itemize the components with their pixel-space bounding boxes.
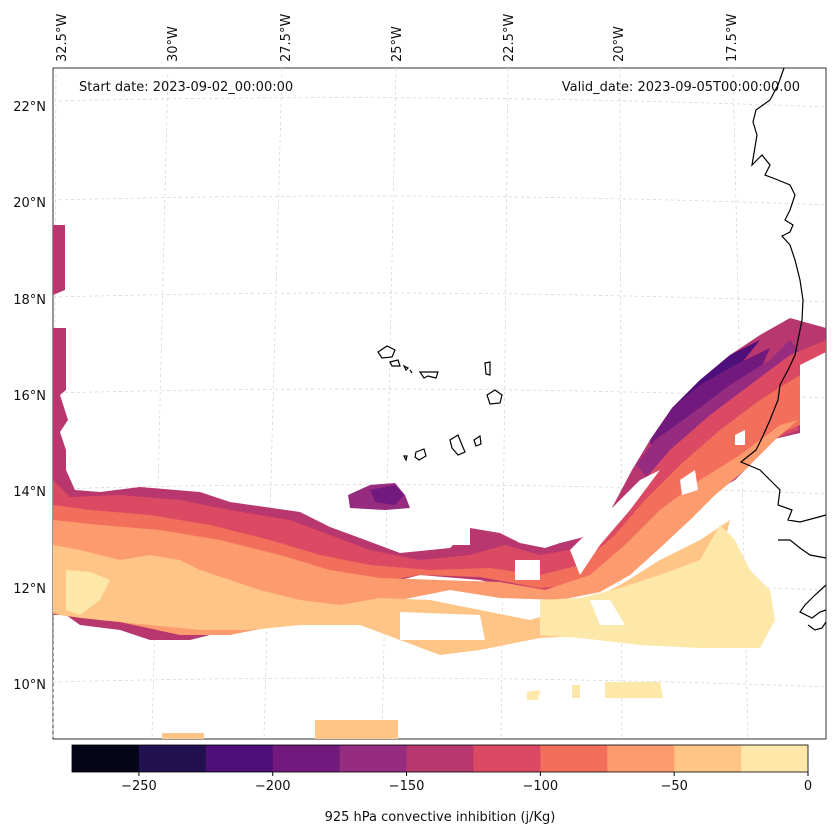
lat-label: 12°N bbox=[13, 582, 46, 597]
meridian-line bbox=[52, 67, 57, 740]
island-outline bbox=[418, 371, 439, 379]
lon-label: 22.5°W bbox=[502, 14, 517, 62]
island-outline bbox=[414, 448, 427, 461]
longitude-labels: 32.5°W 30°W 27.5°W 25°W 22.5°W 20°W 17.5… bbox=[55, 14, 740, 62]
lon-label: 32.5°W bbox=[55, 14, 70, 62]
data-gap bbox=[400, 612, 485, 640]
valid-date-label: Valid_date: 2023-09-05T00:00:00.00 bbox=[562, 80, 800, 95]
colorbar-segment bbox=[339, 745, 408, 772]
colorbar-segment bbox=[138, 745, 207, 772]
parallel-line bbox=[52, 195, 827, 206]
africa-coastline bbox=[778, 539, 827, 559]
lat-label: 18°N bbox=[13, 293, 46, 308]
africa-coastline bbox=[807, 621, 827, 631]
lon-label: 25°W bbox=[390, 26, 405, 62]
contour-fill-level-125 bbox=[53, 225, 65, 295]
colorbar-segment bbox=[72, 745, 140, 772]
colorbar-frame bbox=[71, 744, 809, 773]
lat-label: 22°N bbox=[13, 100, 46, 115]
island-outline bbox=[484, 361, 491, 376]
island-outline bbox=[409, 369, 413, 374]
data-gap bbox=[570, 470, 660, 575]
parallel-line bbox=[52, 677, 827, 688]
parallel-line bbox=[52, 97, 827, 108]
island-outline bbox=[403, 455, 408, 462]
cape-verde-islands bbox=[377, 345, 503, 462]
lon-label: 20°W bbox=[612, 26, 627, 62]
colorbar-tick-label: −100 bbox=[523, 779, 559, 794]
lon-label: 27.5°W bbox=[279, 14, 294, 62]
cin-filled-contours bbox=[53, 225, 826, 739]
colorbar-segment bbox=[540, 745, 608, 772]
contour-fill-level-50 bbox=[53, 420, 798, 635]
island-outline bbox=[486, 389, 503, 405]
colorbar-segment bbox=[674, 745, 742, 772]
africa-coastline bbox=[799, 584, 827, 619]
lat-label: 16°N bbox=[13, 389, 46, 404]
parallel-line bbox=[52, 292, 827, 303]
island-outline bbox=[449, 434, 466, 456]
colorbar-segment bbox=[741, 745, 809, 772]
contour-fill-level-0 bbox=[66, 570, 110, 615]
lon-label: 30°W bbox=[166, 26, 181, 62]
data-gap bbox=[680, 470, 698, 495]
contour-fill-level-25 bbox=[162, 733, 204, 739]
coastline bbox=[739, 67, 827, 631]
start-date-label: Start date: 2023-09-02_00:00:00 bbox=[79, 80, 293, 95]
lon-label: 17.5°W bbox=[725, 14, 740, 62]
contour-fill-level-0 bbox=[605, 682, 663, 698]
colorbar-segment bbox=[473, 745, 541, 772]
lat-label: 10°N bbox=[13, 678, 46, 693]
colorbar-segment bbox=[272, 745, 341, 772]
colorbar-tick-label: −50 bbox=[660, 779, 687, 794]
latitude-labels: 22°N 20°N 18°N 16°N 14°N 12°N 10°N bbox=[13, 100, 46, 693]
island-outline bbox=[402, 364, 410, 372]
colorbar-segment bbox=[406, 745, 474, 772]
lat-label: 20°N bbox=[13, 196, 46, 211]
colorbar-label: 925 hPa convective inhibition (j/Kg) bbox=[325, 810, 556, 825]
lat-label: 14°N bbox=[13, 485, 46, 500]
colorbar-segment bbox=[205, 745, 274, 772]
africa-coastline bbox=[739, 67, 827, 523]
data-gap bbox=[515, 560, 540, 580]
contour-fill-level-25 bbox=[315, 720, 398, 739]
island-outline bbox=[473, 434, 482, 447]
colorbar-tick-label: 0 bbox=[804, 779, 812, 794]
colorbar-segment bbox=[607, 745, 675, 772]
island-outline bbox=[377, 345, 396, 359]
colorbar: −250 −200 −150 −100 −50 0 bbox=[71, 744, 812, 794]
data-gap bbox=[590, 600, 625, 625]
colorbar-tick-label: −250 bbox=[121, 779, 157, 794]
colorbar-tick-label: −150 bbox=[389, 779, 425, 794]
data-gap bbox=[440, 520, 470, 545]
contour-fill-level-0 bbox=[527, 690, 540, 700]
data-gap bbox=[735, 430, 745, 445]
island-outline bbox=[389, 359, 401, 367]
contour-fill-level-200 bbox=[370, 485, 404, 505]
colorbar-tick-label: −200 bbox=[255, 779, 291, 794]
contour-fill-level-0 bbox=[572, 685, 580, 698]
